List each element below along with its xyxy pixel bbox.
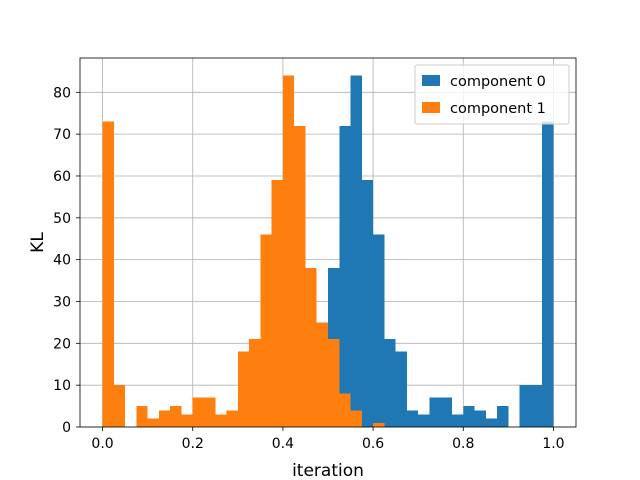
y-tick-label: 60 (53, 169, 71, 185)
bar-component-0 (519, 385, 531, 427)
bar-component-1 (237, 351, 250, 427)
bar-component-0 (350, 75, 362, 428)
bar-component-1 (102, 121, 114, 428)
bar-component-1 (316, 322, 328, 427)
bar-component-0 (497, 406, 509, 427)
bar-component-1 (226, 410, 238, 427)
histogram-bars (102, 75, 554, 428)
bar-component-1 (147, 418, 159, 427)
bar-component-0 (339, 125, 351, 427)
bar-component-0 (406, 410, 419, 427)
bar-component-1 (373, 422, 385, 427)
bar-component-0 (463, 406, 475, 427)
y-tick-label: 10 (53, 378, 71, 394)
y-tick-label: 50 (53, 211, 71, 227)
y-tick-label: 80 (53, 85, 71, 101)
bar-component-0 (429, 397, 441, 427)
y-tick-label: 70 (53, 127, 71, 143)
bar-component-0 (542, 121, 554, 428)
x-tick-label: 0.2 (182, 436, 204, 452)
legend-label: component 0 (450, 74, 546, 90)
x-tick-label: 0.6 (362, 436, 384, 452)
x-axis-label: iteration (292, 461, 364, 480)
bar-component-1 (260, 234, 272, 427)
bar-component-1 (305, 268, 317, 427)
x-tick-label: 0.4 (272, 436, 294, 452)
bar-component-1 (339, 393, 351, 427)
bar-component-1 (204, 397, 216, 427)
bar-component-1 (181, 414, 193, 427)
y-tick-label: 40 (53, 253, 71, 269)
x-tick-label: 0.8 (452, 436, 474, 452)
bar-component-1 (350, 410, 362, 427)
legend-label: component 1 (450, 101, 546, 117)
legend-swatch (422, 102, 440, 113)
bar-component-0 (485, 418, 498, 427)
bar-component-0 (361, 180, 374, 427)
bar-component-1 (328, 339, 340, 427)
bar-component-0 (418, 414, 430, 427)
legend-box (414, 64, 570, 125)
bar-component-1 (282, 75, 295, 428)
y-tick-label: 20 (53, 336, 71, 352)
bar-component-1 (249, 339, 261, 427)
bar-component-1 (136, 406, 148, 427)
axis-ticks: 0.0 0.2 0.4 0.6 0.8 1.0 0 10 20 30 40 50 60 70 80 (53, 85, 564, 452)
bar-component-0 (440, 397, 452, 427)
bar-component-1 (113, 385, 126, 427)
bar-component-0 (395, 351, 407, 427)
y-tick-label: 30 (53, 294, 71, 310)
bar-component-1 (294, 125, 306, 427)
x-tick-label: 0.0 (91, 436, 113, 452)
bar-component-1 (192, 397, 204, 427)
bar-component-0 (474, 410, 486, 427)
bar-component-0 (530, 385, 543, 427)
y-axis-label: KL (28, 232, 48, 253)
legend-swatch (422, 75, 440, 86)
y-tick-label: 0 (62, 420, 71, 436)
bar-component-0 (384, 339, 396, 427)
bar-component-0 (452, 414, 464, 427)
bar-component-1 (215, 414, 227, 427)
bar-component-1 (170, 406, 182, 427)
legend: component 0 component 1 (414, 64, 570, 125)
bar-component-1 (158, 410, 171, 427)
bar-component-1 (271, 180, 283, 427)
bar-component-0 (373, 234, 385, 427)
x-tick-label: 1.0 (542, 436, 564, 452)
plot-frame (79, 57, 577, 428)
